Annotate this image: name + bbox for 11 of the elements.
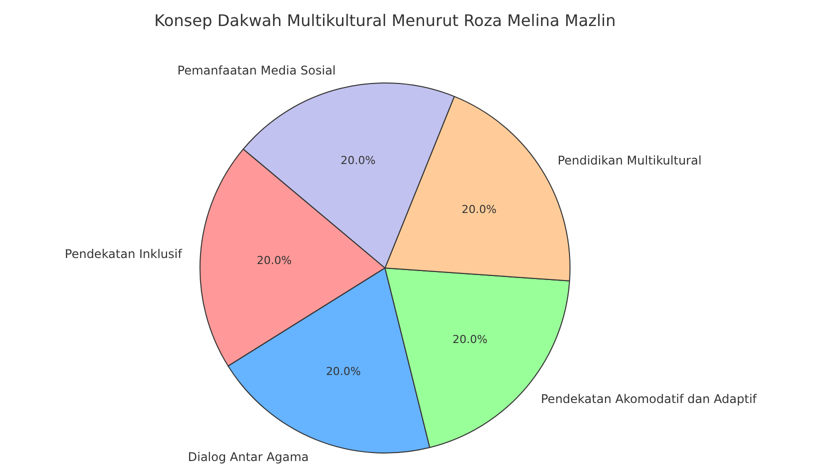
chart-title: Konsep Dakwah Multikultural Menurut Roza Melina Mazlin [154, 11, 616, 30]
slice-label: Pemanfaatan Media Sosial [177, 64, 336, 78]
slice-label: Pendidikan Multikultural [558, 153, 702, 168]
data-label: 20.0% [462, 203, 497, 216]
slice-label: Pendekatan Inklusif [64, 247, 183, 262]
data-label: 20.0% [452, 333, 488, 346]
data-label: 20.0% [340, 154, 376, 168]
data-label: 20.0% [256, 254, 292, 268]
slice-label: Pendekatan Akomodatif dan Adaptif [540, 392, 758, 406]
slice-label: Dialog Antar Agama [188, 450, 309, 464]
data-label: 20.0% [326, 364, 361, 378]
